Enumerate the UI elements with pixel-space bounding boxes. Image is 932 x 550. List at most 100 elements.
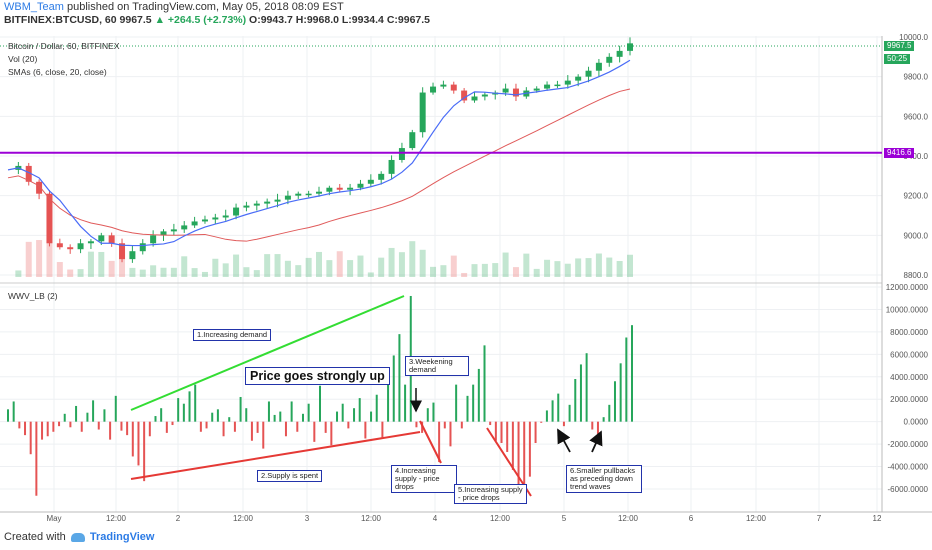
countdown-tag: 50:25 [884, 54, 911, 64]
wwv-bar [477, 368, 480, 422]
wwv-bar [7, 409, 9, 422]
volume-bar [388, 247, 395, 277]
tradingview-brand[interactable]: TradingView [89, 531, 155, 543]
demand-trendline[interactable] [130, 295, 405, 411]
candle-body [295, 193, 302, 196]
candle-body [233, 207, 240, 216]
candle-body [150, 235, 157, 244]
candle-body [461, 90, 468, 101]
volume-bar [25, 241, 32, 277]
wwv-bar [415, 421, 418, 428]
candle-body [316, 191, 322, 194]
candle-body [222, 215, 229, 218]
tradingview-logo-icon[interactable] [70, 532, 85, 542]
wwv-bar [75, 405, 78, 422]
volume-bar [295, 265, 302, 277]
wwv-bar [591, 421, 594, 430]
wwv-bar [449, 421, 452, 447]
wwv-bar [568, 404, 571, 422]
indicator-tick-label: 4000.0000 [890, 373, 928, 382]
annotation-supply-drop-1[interactable]: 4.Increasing supply - price drops [391, 465, 457, 493]
vol-legend[interactable]: Vol (20) [8, 54, 38, 64]
candle-body [616, 50, 623, 57]
wwv-bar [506, 421, 509, 452]
author-link[interactable]: WBM_Team [4, 1, 64, 13]
indicator-tick-label: 0.0000 [904, 418, 929, 427]
wwv-bar [52, 421, 55, 432]
sma-legend[interactable]: SMAs (6, close, 20, close) [8, 67, 107, 77]
time-tick-label: 6 [689, 514, 694, 523]
volume-bar [533, 268, 540, 277]
wwv-bar [222, 421, 225, 437]
drop-trendline-1[interactable] [419, 420, 442, 464]
price-tick-label: 8800.0 [904, 271, 929, 280]
wwv-bar [494, 421, 497, 441]
volume-bar [336, 251, 343, 277]
wwv-bar [472, 384, 475, 422]
price-tick-label: 9600.0 [904, 112, 929, 121]
volume-bar [440, 265, 447, 277]
wwv-bar [631, 325, 633, 422]
ohlc-high: H:9968.0 [295, 14, 339, 26]
candle-body [77, 243, 84, 250]
candle-body [139, 243, 146, 252]
indicator-tick-label: 6000.0000 [890, 350, 928, 359]
candle-body [502, 88, 509, 93]
wwv-bar [245, 408, 248, 422]
volume-bar [481, 263, 488, 277]
wwv-bar [358, 398, 361, 422]
annotation-supply-drop-2[interactable]: 5.Increasing supply - price drops [454, 484, 527, 504]
candle-body [305, 193, 312, 196]
annotation-supply-spent[interactable]: 2.Supply is spent [257, 470, 323, 482]
volume-bar [36, 240, 43, 277]
volume-bar [595, 253, 602, 277]
indicator-legend[interactable]: WWV_LB (2) [8, 291, 58, 301]
wwv-bar [46, 421, 49, 437]
wwv-bar [370, 411, 373, 422]
wwv-bar [41, 421, 44, 440]
candle-body [533, 88, 540, 91]
annotation-headline[interactable]: Price goes strongly up [245, 367, 390, 385]
main-legend[interactable]: Bitcoin / Dollar, 60, BITFINEX [8, 41, 120, 51]
supply-trendline[interactable] [130, 431, 421, 480]
volume-bar [512, 267, 519, 277]
wwv-bar [262, 421, 265, 449]
annotation-increasing-demand[interactable]: 1.Increasing demand [193, 329, 272, 341]
volume-bar [316, 251, 322, 277]
volume-bar [461, 272, 468, 277]
annotation-weakening-demand[interactable]: 3.Weekening demand [405, 356, 469, 376]
candle-body [264, 201, 271, 204]
wwv-bar [97, 421, 100, 430]
wwv-bar [523, 421, 526, 496]
candle-body [119, 243, 126, 260]
wwv-bar [103, 409, 106, 422]
candle-body [378, 173, 385, 180]
volume-bar [471, 264, 478, 277]
wwv-bar [290, 401, 293, 422]
footer: Created with TradingView [4, 531, 154, 543]
candle-body [336, 187, 343, 190]
wwv-bar [398, 334, 401, 422]
volume-bar [409, 241, 416, 277]
volume-bar [627, 254, 633, 277]
indicator-tick-label: 2000.0000 [890, 395, 928, 404]
annotation-smaller-pullbacks[interactable]: 6.Smaller pullbacks as preceding down tr… [566, 465, 642, 493]
time-tick-label: 12:00 [490, 514, 511, 523]
sma-20-line [7, 88, 631, 242]
volume-bar [430, 266, 437, 277]
wwv-bar [330, 421, 333, 446]
candle-body [170, 229, 177, 232]
wwv-bar [233, 421, 236, 432]
indicator-tick-label: -2000.0000 [888, 440, 929, 449]
candle-body [450, 84, 457, 91]
wwv-bar [579, 364, 582, 422]
wwv-bar [517, 421, 520, 485]
time-tick-label: 5 [562, 514, 567, 523]
wwv-bar [114, 395, 117, 422]
wwv-bar [455, 384, 458, 422]
price-tick-label: 9800.0 [904, 73, 929, 82]
volume-bar [191, 268, 198, 277]
price-change: +264.5 (+2.73%) [167, 14, 247, 26]
volume-bar [264, 254, 271, 277]
